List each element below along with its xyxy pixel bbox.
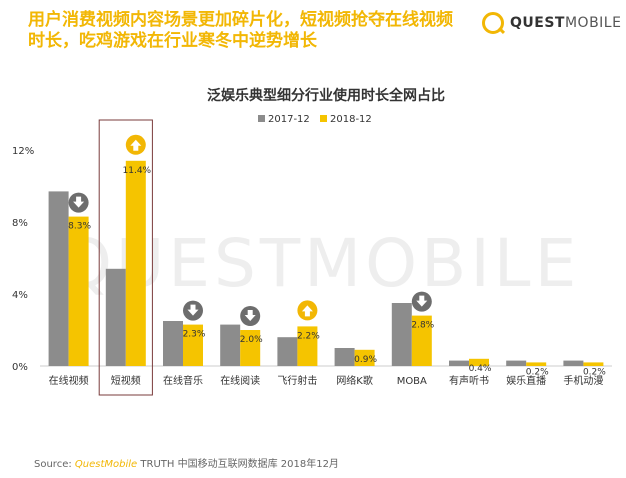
y-tick-label: 4%	[12, 290, 28, 301]
y-tick-label: 12%	[12, 146, 34, 157]
arrow-down-icon	[411, 291, 432, 312]
x-tick-label: MOBA	[397, 376, 427, 387]
bar-2017	[163, 321, 183, 366]
x-tick-label: 娱乐直播	[506, 374, 546, 387]
bar-2018	[583, 362, 604, 366]
bar-2018	[68, 216, 89, 366]
bar-2018	[354, 349, 375, 366]
x-tick-label: 飞行射击	[277, 374, 317, 387]
data-label: 0.2%	[583, 367, 606, 377]
bar-2018	[411, 315, 432, 366]
arrow-up-icon	[297, 300, 318, 321]
data-label: 0.2%	[526, 367, 549, 377]
data-label: 2.0%	[240, 335, 263, 345]
data-label: 2.3%	[183, 330, 206, 340]
legend-label-2017-12: 2017-12	[268, 114, 310, 125]
legend-swatch-2017-12	[258, 115, 265, 122]
source-note: Source: QuestMobile TRUTH 中国移动互联网数据库 201…	[34, 455, 339, 470]
questmobile-logo-icon	[482, 12, 504, 34]
watermark: QUESTMOBILE	[60, 225, 581, 302]
data-label: 2.8%	[411, 321, 434, 331]
source-prefix: Source:	[34, 459, 72, 470]
logo-text: QUESTMOBILE	[510, 15, 621, 31]
x-tick-label: 有声听书	[449, 374, 489, 387]
chart-title: 泛娱乐典型细分行业使用时长全网占比	[207, 87, 445, 104]
bar-2018	[125, 160, 146, 366]
x-tick-label: 在线视频	[49, 374, 89, 387]
arrow-down-icon	[240, 306, 261, 326]
x-tick-label: 网络K歌	[336, 374, 373, 387]
x-tick-label: 在线音乐	[163, 374, 203, 387]
bar-2017	[105, 268, 126, 366]
x-tick-label: 在线阅读	[220, 374, 260, 387]
data-label: 11.4%	[123, 166, 152, 176]
bar-2018	[526, 362, 547, 366]
x-tick-label: 手机动漫	[563, 374, 603, 387]
data-label: 8.3%	[68, 222, 91, 232]
legend-swatch-2018-12	[320, 115, 327, 122]
bar-2017	[449, 360, 469, 366]
data-label: 0.9%	[354, 355, 377, 365]
bar-2017	[220, 324, 241, 366]
bar-2017	[391, 303, 412, 366]
y-tick-label: 0%	[12, 362, 28, 373]
source-rest: TRUTH 中国移动互联网数据库 2018年12月	[140, 459, 339, 470]
data-label: 0.4%	[469, 364, 492, 374]
legend-label-2018-12: 2018-12	[330, 114, 372, 125]
bar-2017	[563, 360, 584, 366]
bar-2017	[334, 348, 355, 366]
logo-brand: QUEST	[510, 15, 565, 31]
arrow-down-icon	[68, 192, 89, 213]
arrow-up-icon	[125, 134, 146, 155]
headline: 用户消费视频内容场景更加碎片化，短视频抢夺在线视频时长，吃鸡游戏在行业寒冬中逆势…	[28, 10, 453, 51]
arrow-down-icon	[183, 300, 203, 321]
bar-2018	[183, 324, 203, 366]
x-tick-label: 短视频	[111, 374, 141, 387]
questmobile-logo: QUESTMOBILE	[482, 12, 621, 34]
logo-brand-light: MOBILE	[564, 15, 622, 31]
bar-2018	[297, 326, 318, 366]
bar-2018	[240, 330, 261, 366]
highlight-box	[98, 119, 153, 396]
bar-2017	[277, 337, 298, 366]
bar-2017	[48, 191, 69, 366]
bar-2018	[469, 358, 489, 366]
source-brand: QuestMobile	[74, 459, 138, 470]
data-label: 2.2%	[297, 331, 320, 341]
y-tick-label: 8%	[12, 218, 28, 229]
bar-2017	[506, 360, 527, 366]
